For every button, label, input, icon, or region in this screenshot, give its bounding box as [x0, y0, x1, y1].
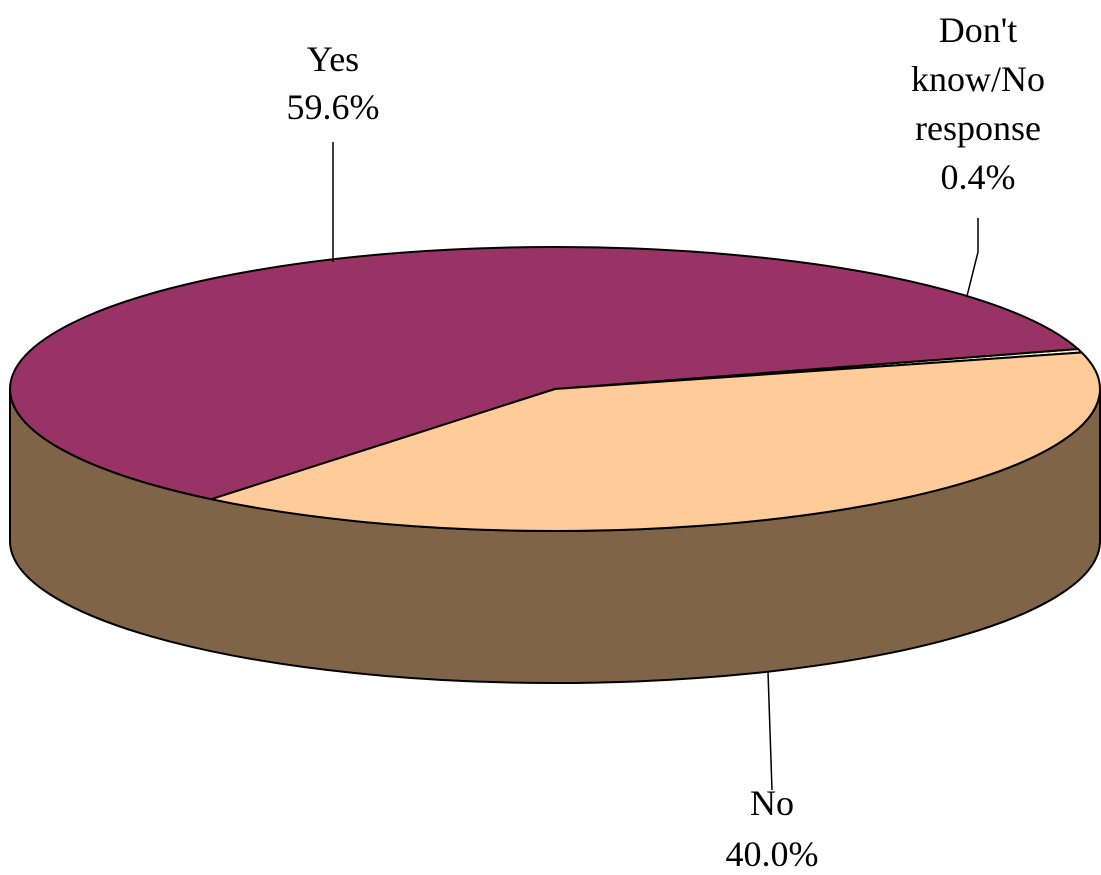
slice-value-label: 40.0%	[726, 834, 819, 874]
data-label-yes: Yes 59.6%	[287, 39, 380, 127]
data-label-don-t: Don't know/No response 0.4%	[911, 10, 1045, 197]
slice-value-label: 0.4%	[941, 157, 1016, 197]
leader-line	[767, 671, 773, 791]
slice-name-label: Don't	[939, 10, 1018, 50]
slice-name-label: know/No	[911, 59, 1045, 99]
slice-value-label: 59.6%	[287, 87, 380, 127]
pie-slice-no	[210, 351, 1101, 532]
slice-name-label: No	[750, 783, 794, 823]
slice-name-label: response	[915, 108, 1041, 148]
leader-line	[966, 218, 979, 297]
pie-slice-yes	[9, 246, 1079, 501]
slice-name-label: Yes	[307, 39, 359, 79]
data-label-no: No 40.0%	[726, 783, 819, 874]
